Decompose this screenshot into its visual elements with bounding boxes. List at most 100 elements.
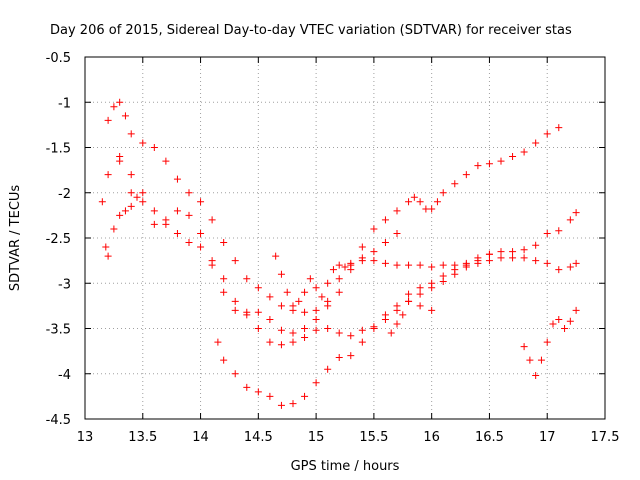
- data-point: [428, 263, 436, 271]
- data-point: [393, 207, 401, 215]
- data-point: [197, 243, 205, 251]
- data-point: [254, 308, 262, 316]
- data-point: [428, 306, 436, 314]
- data-point: [497, 248, 505, 256]
- data-point: [485, 160, 493, 168]
- chart-title: Day 206 of 2015, Sidereal Day-to-day VTE…: [50, 23, 572, 38]
- data-point: [220, 288, 228, 296]
- x-tick-label: 14: [192, 430, 209, 445]
- data-point: [428, 279, 436, 287]
- data-point: [335, 275, 343, 283]
- series-trace-8: [98, 193, 141, 260]
- y-tick-label: -4: [58, 368, 71, 383]
- data-point: [289, 338, 297, 346]
- data-point: [405, 297, 413, 305]
- data-point: [399, 311, 407, 319]
- data-point: [139, 139, 147, 147]
- data-point: [133, 193, 141, 201]
- data-point: [254, 284, 262, 292]
- data-point: [329, 266, 337, 274]
- data-point: [485, 250, 493, 258]
- data-point: [335, 261, 343, 269]
- data-point: [543, 130, 551, 138]
- data-point: [566, 216, 574, 224]
- x-tick-labels: 13 13.5 14 14.5 15 15.5 16 16.5 17 17.5: [77, 430, 620, 445]
- data-point: [526, 356, 534, 364]
- data-point: [289, 302, 297, 310]
- data-point: [231, 257, 239, 265]
- data-point: [127, 189, 135, 197]
- data-point: [289, 329, 297, 337]
- data-point: [312, 306, 320, 314]
- data-point: [301, 334, 309, 342]
- data-point: [220, 275, 228, 283]
- data-point: [381, 259, 389, 267]
- data-point: [393, 229, 401, 237]
- data-point: [387, 329, 395, 337]
- data-point: [520, 343, 528, 351]
- data-point: [439, 272, 447, 280]
- data-point: [312, 284, 320, 292]
- data-point: [277, 401, 285, 409]
- data-point: [335, 353, 343, 361]
- data-point: [185, 211, 193, 219]
- data-point: [381, 311, 389, 319]
- data-point: [283, 288, 291, 296]
- data-point: [543, 229, 551, 237]
- data-point: [312, 379, 320, 387]
- data-point: [277, 326, 285, 334]
- data-point: [266, 392, 274, 400]
- series-trace-4: [214, 254, 580, 409]
- data-point: [266, 315, 274, 323]
- data-point: [231, 297, 239, 305]
- data-point: [370, 325, 378, 332]
- data-point: [127, 130, 135, 138]
- data-point: [324, 279, 332, 287]
- data-point: [335, 329, 343, 337]
- data-point: [543, 259, 551, 267]
- data-point: [572, 259, 580, 267]
- data-point: [474, 162, 482, 170]
- data-point: [266, 338, 274, 346]
- data-point: [231, 306, 239, 314]
- data-point: [572, 209, 580, 217]
- data-point: [110, 103, 118, 111]
- data-point: [301, 288, 309, 296]
- data-point: [266, 293, 274, 301]
- data-point: [121, 112, 129, 120]
- data-point: [358, 243, 366, 251]
- data-point: [416, 284, 424, 292]
- x-tick-label: 16.5: [475, 430, 504, 445]
- data-point: [555, 266, 563, 274]
- data-point: [532, 372, 540, 380]
- y-tick-label: -2: [58, 187, 71, 202]
- y-axis-label: SDTVAR / TECUs: [8, 185, 23, 292]
- data-point: [150, 220, 158, 228]
- series-trace-5: [272, 250, 493, 310]
- data-point: [347, 352, 355, 360]
- x-tick-label: 14.5: [244, 430, 273, 445]
- data-point: [116, 153, 124, 161]
- data-point: [509, 254, 517, 262]
- x-tick-label: 13.5: [128, 430, 157, 445]
- data-point: [509, 153, 517, 161]
- data-point: [543, 338, 551, 346]
- x-tick-label: 17: [539, 430, 556, 445]
- data-point: [324, 365, 332, 373]
- data-point: [127, 171, 135, 179]
- data-point: [532, 257, 540, 265]
- data-point: [102, 243, 110, 251]
- y-tick-label: -1: [58, 96, 71, 111]
- data-point: [405, 261, 413, 269]
- data-point: [301, 308, 309, 316]
- data-point: [277, 270, 285, 278]
- data-point: [254, 325, 262, 332]
- data-point: [370, 225, 378, 233]
- data-point: [301, 392, 309, 400]
- data-point: [451, 261, 459, 269]
- data-point: [358, 338, 366, 346]
- axis-ticks: [84, 56, 606, 420]
- data-point: [324, 325, 332, 332]
- data-point: [428, 205, 436, 213]
